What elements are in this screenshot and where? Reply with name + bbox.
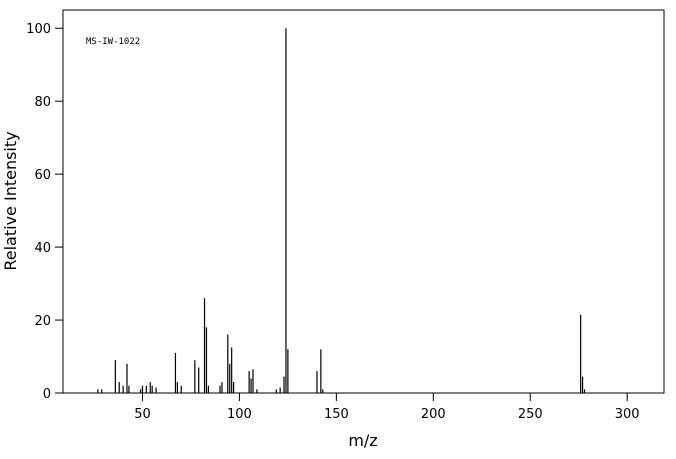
y-tick-label: 60	[34, 168, 51, 183]
x-tick-label: 50	[134, 407, 151, 422]
y-tick-label: 0	[43, 387, 51, 402]
plot-frame	[62, 9, 665, 394]
y-tick-label: 40	[34, 241, 51, 256]
y-axis-label: Relative Intensity	[1, 131, 20, 270]
x-axis-label: m/z	[348, 431, 377, 450]
y-tick-label: 20	[34, 314, 51, 329]
x-tick-label: 200	[421, 407, 446, 422]
y-tick-label: 100	[26, 22, 51, 37]
y-tick-label: 80	[34, 95, 51, 110]
x-tick-label: 250	[518, 407, 543, 422]
x-tick-label: 100	[227, 407, 252, 422]
x-tick-label: 150	[324, 407, 349, 422]
x-tick-label: 300	[615, 407, 640, 422]
annotation: MS-IW-1022	[86, 37, 140, 47]
